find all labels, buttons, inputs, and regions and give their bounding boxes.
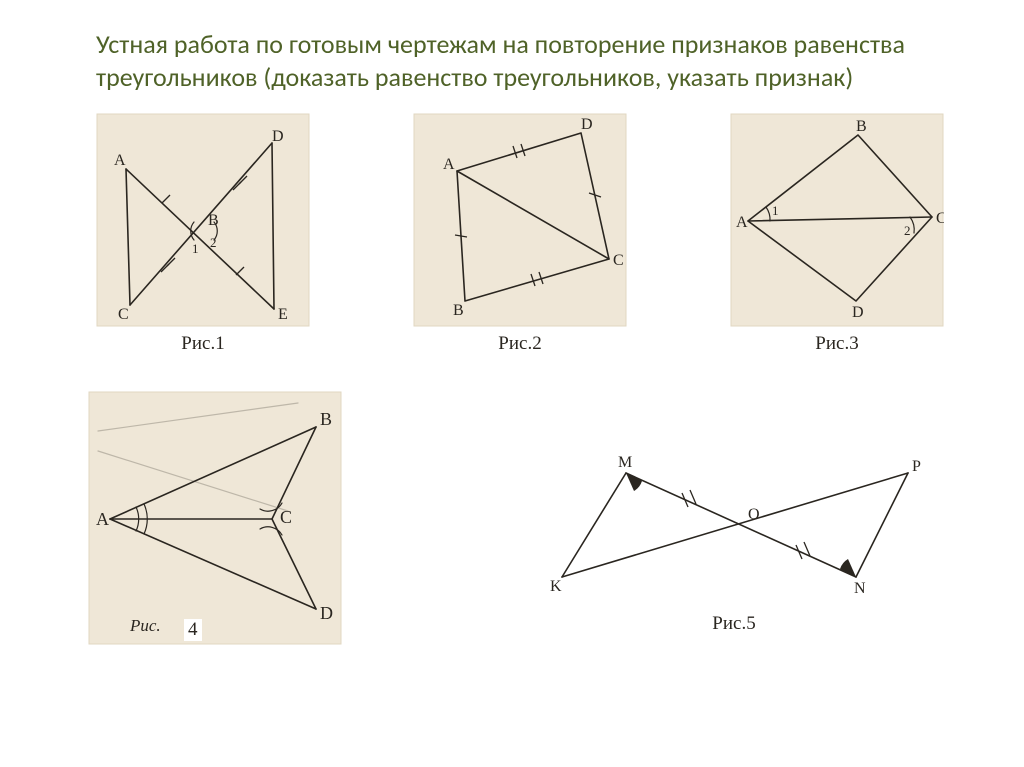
svg-text:B: B [320, 409, 332, 429]
figure-4-caption: 4 [184, 619, 202, 641]
figure-1-svg: A C D E B 1 2 [96, 113, 310, 327]
svg-text:P: P [912, 458, 921, 475]
svg-text:2: 2 [210, 235, 217, 250]
svg-text:O: O [748, 506, 760, 523]
svg-text:K: K [550, 578, 562, 595]
figure-4-cell: A B C D Рис. 4 [88, 391, 342, 641]
figure-row-2: A B C D Рис. 4 [96, 391, 944, 641]
figure-3-svg: A B C D 1 2 [730, 113, 944, 327]
slide-title: Устная работа по готовым чертежам на пов… [96, 28, 944, 95]
svg-text:1: 1 [192, 241, 199, 256]
svg-text:A: A [736, 214, 748, 231]
svg-text:C: C [118, 306, 129, 323]
figure-2-svg: A D C B [413, 113, 627, 327]
svg-text:A: A [443, 156, 455, 173]
figure-2-caption: Рис.2 [498, 333, 541, 355]
figure-2-cell: A D C B Рис.2 [413, 113, 627, 355]
svg-text:B: B [453, 302, 464, 319]
figure-5-cell: K M O P N Рис.5 [534, 437, 934, 635]
figure-4-svg: A B C D Рис. [88, 391, 342, 645]
figure-3-cell: A B C D 1 2 Рис.3 [730, 113, 944, 355]
figure-4-caption-text: 4 [188, 619, 198, 640]
svg-text:D: D [320, 603, 333, 623]
figure-row-1: A C D E B 1 2 Рис.1 [96, 113, 944, 355]
svg-text:B: B [208, 212, 219, 229]
svg-text:M: M [618, 454, 632, 471]
slide: Устная работа по готовым чертежам на пов… [0, 0, 1024, 767]
svg-text:A: A [114, 152, 126, 169]
svg-text:2: 2 [904, 223, 911, 238]
svg-text:C: C [936, 210, 944, 227]
fig4-builtin-caption: Рис. [129, 616, 161, 635]
svg-text:1: 1 [772, 203, 779, 218]
svg-text:N: N [854, 580, 866, 597]
svg-text:B: B [856, 118, 867, 135]
figure-1-caption: Рис.1 [181, 333, 224, 355]
figure-5-svg: K M O P N [534, 437, 934, 607]
figure-1-cell: A C D E B 1 2 Рис.1 [96, 113, 310, 355]
svg-text:A: A [96, 509, 109, 529]
svg-text:C: C [613, 252, 624, 269]
svg-text:E: E [278, 306, 288, 323]
figure-5-caption: Рис.5 [712, 613, 755, 635]
svg-text:D: D [272, 128, 284, 145]
svg-text:D: D [581, 116, 593, 133]
svg-text:D: D [852, 304, 864, 321]
figure-3-caption: Рис.3 [815, 333, 858, 355]
svg-text:C: C [280, 507, 292, 527]
